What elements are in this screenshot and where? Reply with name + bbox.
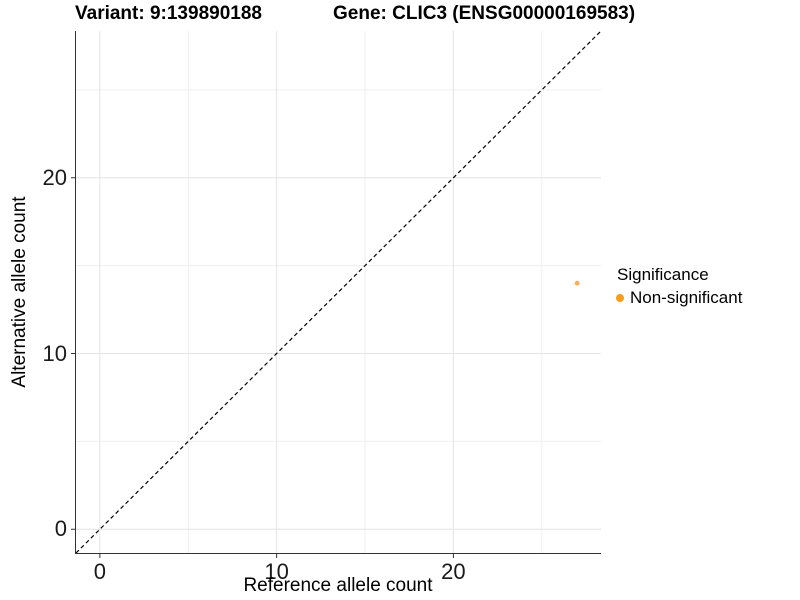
x-tick-label: 20 <box>441 559 466 584</box>
x-axis-title: Reference allele count <box>243 575 433 596</box>
x-tick-label: 10 <box>264 559 289 584</box>
data-point <box>574 280 580 286</box>
plot-title-gene: Gene: CLIC3 (ENSG00000169583) <box>333 3 636 24</box>
legend: Significance Non-significant <box>612 265 742 308</box>
y-tick-label: 20 <box>42 164 67 190</box>
legend-point-icon <box>616 294 624 302</box>
legend-item-non-significant: Non-significant <box>612 288 742 308</box>
legend-item-label: Non-significant <box>630 288 743 307</box>
x-tick-label: 0 <box>93 559 106 584</box>
identity-line <box>75 30 602 554</box>
plot-title-variant: Variant: 9:139890188 <box>75 3 262 24</box>
plot-panel: 0 10 20 0 10 20 <box>43 30 602 583</box>
plot-area <box>71 30 602 558</box>
y-axis-title: Alternative allele count <box>9 196 30 388</box>
y-tick-label: 10 <box>42 340 67 366</box>
legend-title: Significance <box>617 265 709 284</box>
y-tick-label: 0 <box>54 516 67 542</box>
